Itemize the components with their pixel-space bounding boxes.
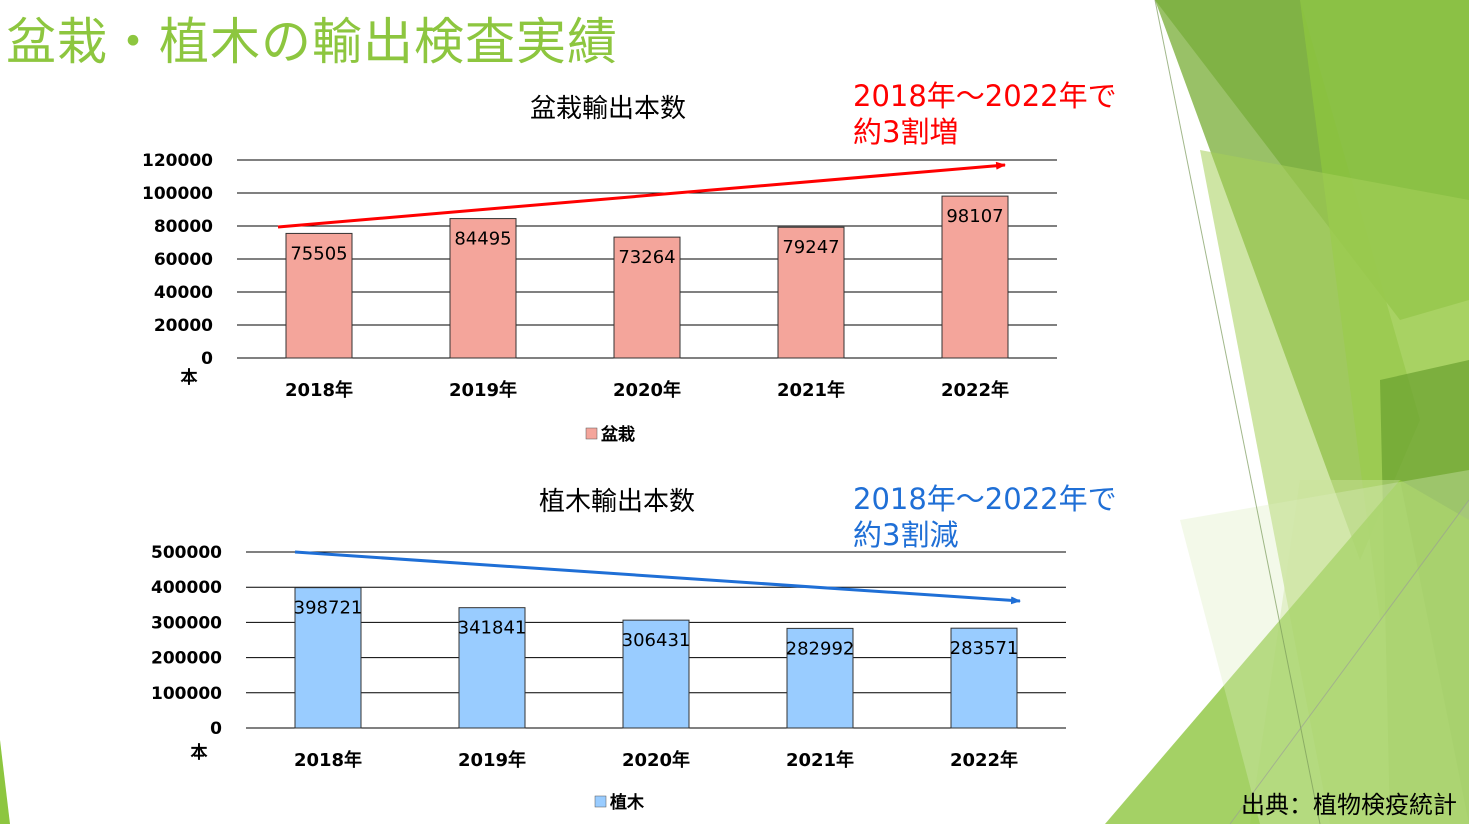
legend-swatch xyxy=(585,427,598,440)
data-label: 341841 xyxy=(458,618,527,639)
ueki-trend-note-line1: 2018年～2022年で xyxy=(853,482,1117,516)
chart-title: 盆栽輸出本数 xyxy=(530,94,686,124)
legend-label: 盆栽 xyxy=(600,424,635,445)
y-tick-label: 0 xyxy=(210,719,222,739)
data-label: 73264 xyxy=(618,247,675,268)
x-tick-label: 2021年 xyxy=(786,749,854,771)
y-tick-label: 60000 xyxy=(154,250,213,270)
x-tick-label: 2020年 xyxy=(622,749,690,771)
bar xyxy=(449,218,517,359)
x-tick-label: 2022年 xyxy=(950,749,1018,771)
data-label: 306431 xyxy=(622,630,691,651)
y-tick-label: 500000 xyxy=(151,543,222,563)
x-tick-label: 2019年 xyxy=(449,379,517,401)
trend-arrow xyxy=(277,161,1006,229)
legend-label: 植木 xyxy=(610,792,645,813)
source-citation: 出典：植物検疫統計 xyxy=(1241,791,1457,819)
chart-title: 植木輸出本数 xyxy=(539,487,695,517)
bar xyxy=(294,587,362,729)
legend-swatch xyxy=(594,795,607,808)
data-label: 283571 xyxy=(950,638,1019,659)
ueki-trend-note-line2: 約3割減 xyxy=(853,518,959,552)
y-tick-label: 200000 xyxy=(151,649,222,669)
bonsai-trend-note: 2018年～2022年で 約3割増 xyxy=(853,78,1117,150)
x-tick-label: 2022年 xyxy=(941,379,1009,401)
x-tick-label: 2021年 xyxy=(777,379,845,401)
trend-arrow xyxy=(294,550,1021,605)
bar xyxy=(786,627,854,729)
bar xyxy=(613,236,681,359)
y-tick-label: 20000 xyxy=(154,316,213,336)
x-tick-label: 2018年 xyxy=(285,379,353,401)
y-tick-label: 40000 xyxy=(154,283,213,303)
y-tick-label: 400000 xyxy=(151,578,222,598)
data-label: 79247 xyxy=(782,237,839,258)
y-tick-label: 100000 xyxy=(151,684,222,704)
y-axis-unit: 本 xyxy=(181,367,198,388)
y-tick-label: 300000 xyxy=(151,613,222,633)
y-tick-label: 120000 xyxy=(142,151,213,171)
data-label: 75505 xyxy=(290,243,347,264)
y-axis-unit: 本 xyxy=(191,742,208,763)
y-tick-label: 80000 xyxy=(154,217,213,237)
bar xyxy=(777,226,845,359)
data-label: 98107 xyxy=(946,206,1003,227)
ueki-trend-note: 2018年～2022年で 約3割減 xyxy=(853,481,1117,553)
bar xyxy=(622,619,690,729)
y-tick-label: 0 xyxy=(201,349,213,369)
ueki-chart: 植木輸出本数 0 100000 200000 300000 400000 500000 本 39… xyxy=(151,487,1066,813)
bonsai-trend-note-line2: 約3割増 xyxy=(853,115,959,149)
data-label: 282992 xyxy=(786,638,855,659)
bar xyxy=(285,232,353,359)
bonsai-chart: 盆栽輸出本数 0 20000 40000 60000 80000 100000 120000 本… xyxy=(142,94,1057,445)
bonsai-trend-note-line1: 2018年～2022年で xyxy=(853,79,1117,113)
data-label: 84495 xyxy=(454,229,511,250)
data-label: 398721 xyxy=(294,598,363,619)
bar xyxy=(458,607,526,729)
y-tick-label: 100000 xyxy=(142,184,213,204)
x-tick-label: 2020年 xyxy=(613,379,681,401)
x-tick-label: 2018年 xyxy=(294,749,362,771)
bar xyxy=(941,195,1009,359)
bar xyxy=(950,627,1018,729)
x-tick-label: 2019年 xyxy=(458,749,526,771)
slide-title: 盆栽・植木の輸出検査実績 xyxy=(6,13,618,71)
